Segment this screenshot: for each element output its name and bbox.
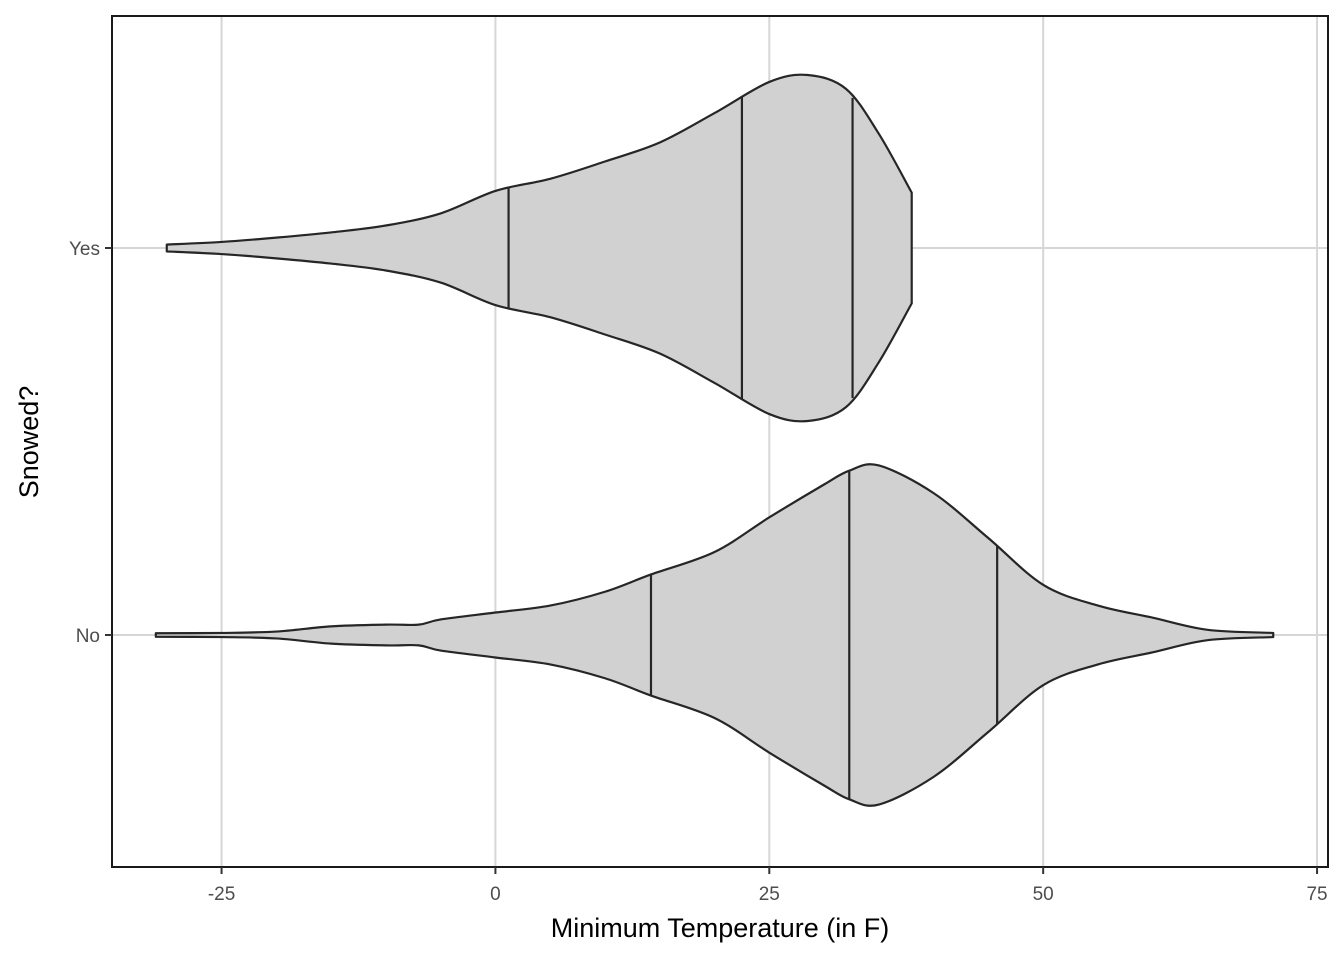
axes: -25 0 25 50 75 Yes No: [69, 239, 1328, 905]
violins: [154, 73, 1275, 807]
x-tick-label-3: 50: [1033, 884, 1054, 905]
violin-yes: [165, 73, 913, 423]
violin-no: [154, 463, 1275, 807]
y-tick-label-0: Yes: [69, 239, 100, 260]
y-axis-title: Snowed?: [14, 386, 44, 499]
plot-border: [111, 15, 1329, 868]
y-tick-label-1: No: [76, 626, 100, 647]
x-tick-label-1: 0: [490, 884, 501, 905]
x-tick-label-2: 25: [759, 884, 780, 905]
x-axis-title: Minimum Temperature (in F): [551, 913, 890, 943]
x-tick-label-4: 75: [1306, 884, 1327, 905]
x-tick-label-0: -25: [208, 884, 235, 905]
